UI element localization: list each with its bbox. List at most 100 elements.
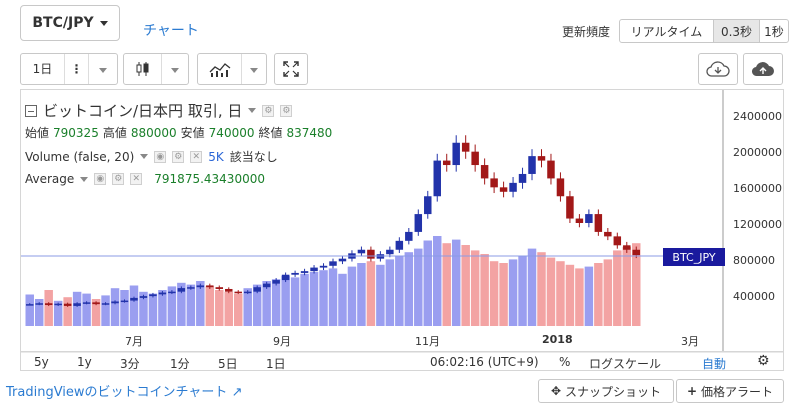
candlestick-icon[interactable] [124,54,162,84]
chart-style-dropdown[interactable] [162,54,188,84]
volume-bar [196,281,205,326]
snapshot-label: スナップショット [565,384,662,399]
candle-body [480,165,489,179]
frequency-option-realtime[interactable]: リアルタイム [620,20,714,42]
candle-body [414,214,423,232]
chart-panel[interactable]: ビットコイン/日本円 取引, 日 ⚙ ⚙ 始値 790325 高値 880000… [20,89,784,371]
candle-body [111,301,119,304]
candle-body [215,287,224,289]
collapse-icon[interactable] [25,104,37,117]
high-value: 880000 [130,125,177,140]
volume-bar [357,263,366,326]
time-tick: 7月 [125,335,143,348]
candle-body [253,287,261,292]
volume-bar [72,291,82,326]
volume-bar [252,284,262,326]
frequency-option-0-3s[interactable]: 0.3秒 [714,20,760,42]
price-alert-button[interactable]: + 価格アラート [676,379,784,403]
ohlc-legend: 始値 790325 高値 880000 安値 740000 終値 837480 [25,124,332,141]
settings-icon[interactable]: ⚙ [112,173,125,185]
candle-body [281,274,290,281]
candle-body [537,156,546,161]
low-label: 安値 [180,126,205,140]
volume-bar [556,261,565,326]
settings-icon[interactable]: ⚙ [280,104,293,117]
high-label: 高値 [102,126,127,140]
indicators-dropdown[interactable] [242,54,266,84]
volume-bar [177,282,186,326]
price-tick: 2400000 [733,110,782,123]
volume-bar [319,270,328,326]
volume-bar [537,252,546,326]
chart-link[interactable]: チャート [143,23,199,39]
chevron-down-icon[interactable] [140,154,149,159]
settings-icon[interactable]: ⚙ [172,150,185,163]
range-1y[interactable]: 1y [77,355,92,369]
volume-bar [167,286,177,326]
volume-bar [233,293,243,326]
load-layout-button[interactable] [698,53,738,85]
close-icon[interactable]: ✕ [130,173,143,185]
chevron-down-icon [171,68,179,73]
price-chart[interactable] [21,90,783,370]
candle-body [518,173,527,183]
frequency-option-1s[interactable]: 1秒 [764,24,784,39]
volume-bar [518,255,527,326]
interval-dropdown[interactable] [89,54,117,84]
volume-legend: Volume (false, 20) ◉ ⚙ ✕ 5K 該当なし [25,148,278,165]
visibility-icon[interactable]: ◉ [154,150,167,163]
plus-icon: + [686,384,698,398]
volume-bar [423,240,433,326]
fullscreen-icon [283,61,299,77]
indicators-icon[interactable] [198,54,242,84]
volume-bar [34,299,44,326]
pair-select-button[interactable]: BTC/JPY [20,5,120,41]
price-tick: 400000 [733,290,775,303]
snapshot-button[interactable]: ✥ スナップショット [538,379,674,403]
gear-icon[interactable]: ⚙ [757,353,770,369]
range-1d[interactable]: 1日 [266,357,286,371]
volume-bar [632,243,641,326]
candle-body [338,258,347,262]
close-icon[interactable]: ✕ [190,150,203,163]
frequency-selector: リアルタイム 0.3秒 1秒 [619,19,789,43]
volume-label: Volume (false, 20) [25,149,135,164]
candle-body [329,261,337,266]
range-5d[interactable]: 5日 [218,357,238,371]
more-vertical-icon[interactable]: ⋮ [65,54,89,84]
range-5y[interactable]: 5y [34,355,49,369]
candle-body [433,160,441,197]
candle-body [575,218,584,223]
interval-button[interactable]: 1日 [21,54,65,84]
candle-body [442,160,451,166]
candle-body [613,236,622,246]
candle-body [405,231,413,241]
volume-bar [243,288,252,326]
volume-bar [262,281,271,326]
percent-toggle[interactable]: % [559,355,571,369]
chevron-down-icon[interactable] [248,108,257,113]
volume-bar [139,291,148,326]
timeframe-bar: 5y 1y 3分 1分 5日 1日 06:02:16 (UTC+9) % ログス… [20,351,784,371]
volume-bar [91,299,101,326]
chevron-down-icon[interactable] [80,176,89,182]
volume-bar [281,275,290,326]
volume-bar [271,279,281,326]
auto-scale-toggle[interactable]: 自動 [702,357,727,371]
fullscreen-button[interactable] [274,53,308,85]
price-tick: 1200000 [733,218,782,231]
tradingview-link[interactable]: TradingViewのビットコインチャート ↗ [6,381,242,400]
candle-body [471,151,479,166]
range-3m[interactable]: 3分 [120,357,140,371]
candle-body [54,303,62,306]
move-icon: ✥ [550,384,562,398]
save-layout-button[interactable] [743,53,783,85]
clock-time: 06:02:16 (UTC+9) [430,355,539,369]
volume-bar [53,300,63,326]
candle-body [509,182,517,192]
visibility-icon[interactable]: ◉ [94,173,107,185]
log-scale-toggle[interactable]: ログスケール [589,357,662,371]
settings-icon[interactable]: ⚙ [262,104,275,117]
range-1m[interactable]: 1分 [170,357,190,371]
cloud-upload-icon [751,62,774,77]
